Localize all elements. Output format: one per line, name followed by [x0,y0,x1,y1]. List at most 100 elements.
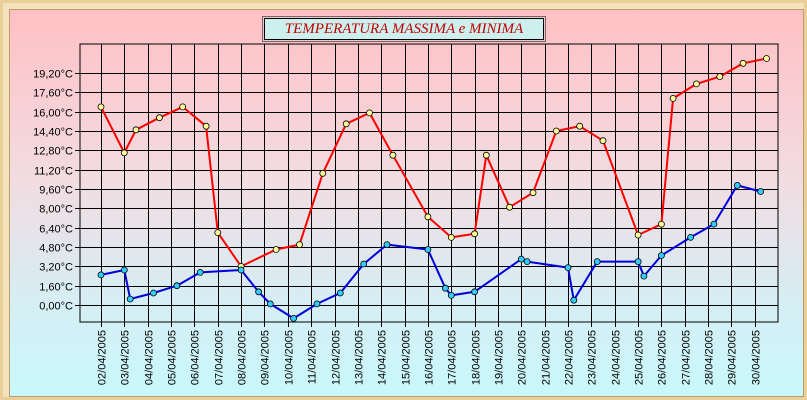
data-point-min [593,258,601,266]
data-point-max [599,137,607,145]
x-tick-label: 20/04/2005 [517,330,529,385]
data-point-max [529,189,537,197]
x-tick-label: 24/04/2005 [611,330,623,385]
data-point-max [506,203,514,211]
data-point-min [710,220,718,228]
data-point-min [447,291,455,299]
x-tick-label: 13/04/2005 [354,330,366,385]
data-point-max [366,109,373,117]
y-tick-label: 12,80°C [33,146,73,158]
data-point-min [517,255,525,263]
data-point-max [658,220,665,228]
data-point-min [687,233,694,241]
data-point-max [634,231,642,239]
y-tick-label: 11,20°C [34,166,73,178]
x-tick-label: 06/04/2005 [190,330,202,385]
y-tick-label: 9,60°C [39,185,73,197]
data-point-max [272,246,280,253]
data-point-min [658,252,665,259]
y-tick-label: 0,00°C [39,301,73,313]
y-tick-label: 3,20°C [39,262,73,274]
x-tick-label: 16/04/2005 [424,330,436,385]
x-tick-label: 19/04/2005 [494,330,506,385]
x-tick-label: 14/04/2005 [377,330,389,385]
chart-title-box: TEMPERATURA MASSIMA e MINIMA [262,16,546,42]
data-point-min [255,288,263,296]
x-tick-label: 02/04/2005 [97,330,109,385]
y-tick-label: 17,60°C [33,88,73,100]
data-point-min [570,296,578,304]
data-point-min [471,288,479,296]
y-tick-label: 16,00°C [33,108,73,120]
y-tick-label: 4,80°C [39,243,73,255]
y-tick-label: 1,60°C [39,282,73,294]
data-point-min [120,266,128,274]
x-tick-label: 12/04/2005 [331,330,343,385]
chart-title: TEMPERATURA MASSIMA e MINIMA [284,21,524,37]
series-line-max [100,57,767,268]
data-point-min [313,300,321,308]
data-point-max [97,103,105,111]
data-point-max [552,127,560,135]
data-point-min [564,264,572,272]
data-point-max [179,103,187,111]
data-point-max [471,230,479,238]
data-point-min [640,272,648,280]
x-tick-label: 05/04/2005 [167,330,179,385]
x-tick-label: 22/04/2005 [564,330,576,385]
data-point-max [763,55,770,62]
x-axis-tick-labels: 02/04/2005 03/04/2005 04/04/2005 05/04/2005… [97,330,763,385]
data-point-max [576,122,584,130]
x-tick-label: 30/04/2005 [751,330,763,385]
data-point-max [447,233,455,241]
x-tick-label: 28/04/2005 [704,330,716,385]
y-axis-tick-labels: 0,00°C 1,60°C 3,20°C 4,80°C 6,40°C 8,00°C 9,60… [33,69,73,313]
y-tick-label: 8,00°C [39,204,73,216]
x-tick-label: 17/04/2005 [447,330,459,385]
x-tick-label: 08/04/2005 [237,330,249,385]
x-tick-label: 03/04/2005 [120,330,132,385]
x-tick-label: 15/04/2005 [401,330,413,385]
data-point-max [319,169,327,177]
data-point-max [424,213,432,221]
x-tick-label: 25/04/2005 [634,330,646,385]
data-point-min [383,241,391,249]
data-point-max [693,80,700,88]
data-point-min [424,246,432,253]
x-tick-label: 04/04/2005 [144,330,156,385]
data-point-max [296,241,303,249]
x-tick-label: 09/04/2005 [260,330,272,385]
data-point-min [173,282,181,290]
series [97,55,770,322]
data-point-max [389,151,397,159]
y-tick-label: 6,40°C [39,224,73,236]
data-point-max [120,149,128,157]
y-tick-label: 14,40°C [33,127,73,139]
data-point-max [214,229,222,237]
data-point-min [126,295,134,303]
data-point-min [196,268,204,276]
x-tick-label: 27/04/2005 [681,330,693,385]
x-tick-label: 07/04/2005 [214,330,226,385]
data-point-max [155,114,163,122]
data-point-min [634,258,642,266]
data-point-min [757,188,764,195]
x-tick-label: 18/04/2005 [471,330,483,385]
data-point-min [336,289,344,297]
x-tick-label: 11/04/2005 [307,330,319,384]
x-tick-label: 26/04/2005 [657,330,669,385]
data-point-min [441,284,449,292]
data-point-max [202,122,210,130]
data-point-min [290,314,298,322]
series-line-min [100,184,761,320]
data-point-max [482,151,490,159]
data-point-max [716,73,724,80]
data-point-min [97,271,105,279]
data-point-min [523,258,531,266]
data-point-max [669,95,677,102]
data-point-min [150,289,157,297]
x-tick-label: 29/04/2005 [727,330,739,385]
data-point-max [132,126,140,134]
data-point-min [360,260,368,268]
